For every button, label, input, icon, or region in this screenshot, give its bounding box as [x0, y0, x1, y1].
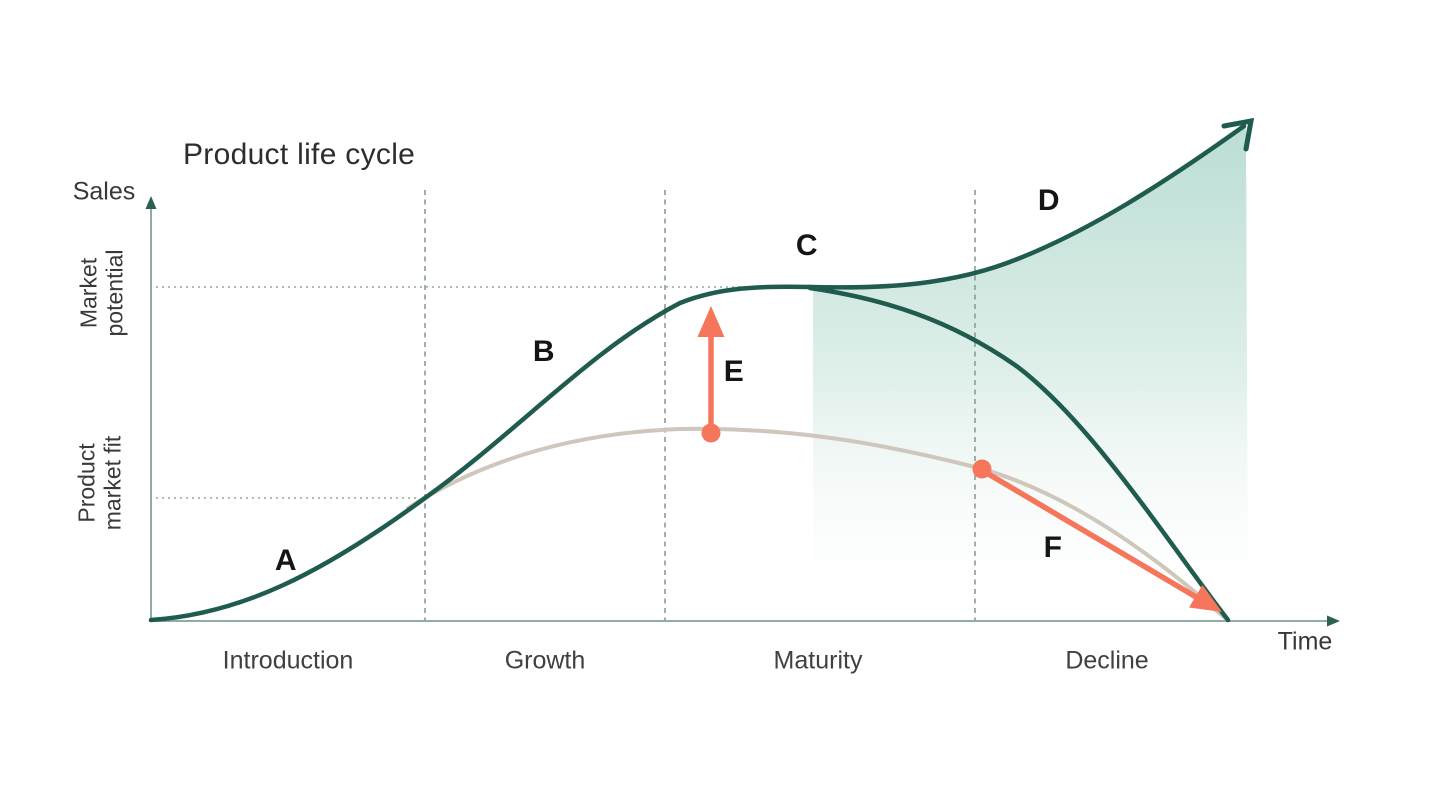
phase-label-decline: Decline	[1065, 646, 1149, 675]
arrow-e-head-icon	[697, 306, 725, 337]
x-axis-label: Time	[1277, 627, 1333, 656]
arrow-e	[697, 306, 725, 443]
stage-marker-a: A	[274, 544, 298, 577]
y-axis	[145, 196, 157, 621]
renewed-growth-arrowhead-icon	[1221, 117, 1255, 152]
chart-title: Product life cycle	[183, 138, 416, 171]
stage-marker-f: F	[1043, 531, 1063, 564]
arrow-f-head-icon	[1189, 585, 1222, 612]
phase-label-growth: Growth	[504, 646, 586, 675]
y-tick-product-market-fit: Product market fit	[73, 435, 125, 531]
product-market-fit-curve	[406, 426, 1227, 620]
x-axis-arrow-icon	[1327, 615, 1340, 627]
lifecycle-curve	[148, 284, 813, 623]
phase-label-introduction: Introduction	[222, 646, 354, 675]
stage-marker-e: E	[723, 355, 745, 388]
arrow-e-origin-dot	[701, 423, 721, 443]
arrow-f-origin-dot	[972, 459, 992, 479]
stage-marker-b: B	[532, 335, 556, 368]
x-axis	[149, 615, 1340, 627]
y-axis-arrow-icon	[145, 196, 157, 209]
growth-shaded-area	[813, 125, 1248, 621]
decline-curve	[807, 285, 1231, 623]
renewed-growth-curve	[807, 123, 1247, 290]
stage-marker-d: D	[1037, 184, 1061, 217]
stage-marker-c: C	[795, 229, 819, 262]
arrow-f	[972, 459, 1222, 612]
y-tick-market-potential: Market potential	[75, 249, 127, 337]
y-axis-label: Sales	[72, 177, 136, 206]
phase-label-maturity: Maturity	[773, 646, 863, 675]
